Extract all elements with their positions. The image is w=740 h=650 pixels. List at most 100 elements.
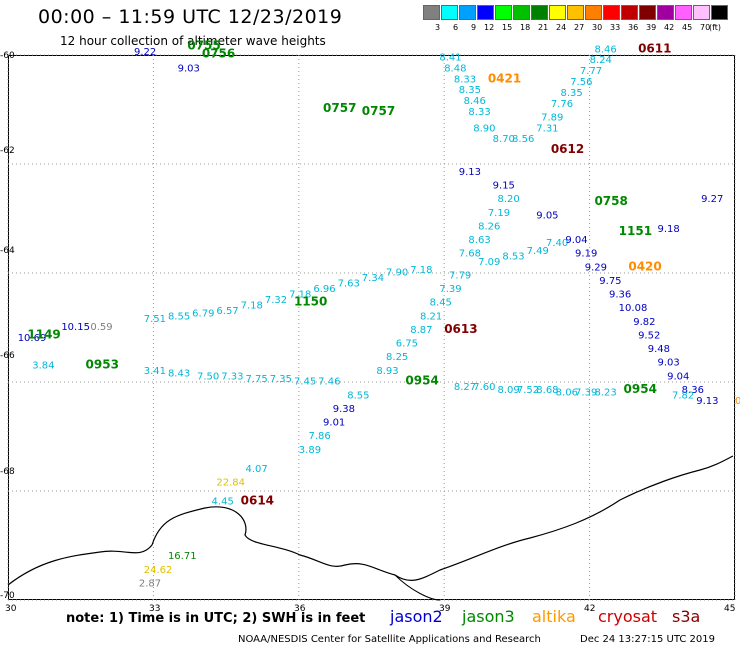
generated-timestamp: Dec 24 13:27:15 UTC 2019 <box>580 634 715 645</box>
wave-height-value: 7.35 <box>270 374 292 385</box>
legend-label: 36 <box>628 23 639 32</box>
wave-height-value: 8.27 <box>454 382 476 393</box>
lat-tick-68: -68 <box>0 467 15 477</box>
legend-label: 24 <box>556 23 567 32</box>
wave-height-value: 7.18 <box>241 300 263 311</box>
wave-height-value: 7.18 <box>289 290 311 301</box>
wave-height-value: 8.23 <box>594 388 616 399</box>
legend-swatch <box>477 5 494 20</box>
wave-height-value: 9.48 <box>648 344 670 355</box>
legend-swatch <box>603 5 620 20</box>
pass-time-label: 0758 <box>594 194 627 208</box>
wave-height-value: 7.52 <box>517 385 539 396</box>
legend-label: 70 <box>700 23 711 32</box>
wave-height-value: 7.40 <box>546 238 568 249</box>
pass-time-label: 0757 <box>323 101 356 115</box>
wave-height-value: 7.18 <box>410 265 432 276</box>
legend-label: 27 <box>574 23 585 32</box>
wave-height-value: 10.69 <box>18 333 47 344</box>
wave-height-value: 7.46 <box>318 377 340 388</box>
wave-height-value: 8.25 <box>386 352 408 363</box>
wave-height-value: 7.76 <box>551 99 573 110</box>
wave-height-value: 7.82 <box>672 390 694 401</box>
wave-height-value: 9.15 <box>493 181 515 192</box>
wave-height-value: 8.43 <box>168 369 190 380</box>
wave-height-value: 9.27 <box>701 194 723 205</box>
wave-height-value: 8.48 <box>444 63 466 74</box>
pass-time-label: 0611 <box>638 41 671 55</box>
wave-height-value: 9.01 <box>323 418 345 429</box>
lon-tick-39: 39 <box>439 604 451 614</box>
wave-height-value: 8.33 <box>468 107 490 118</box>
wave-height-value: 3.41 <box>144 366 166 377</box>
wave-height-value: 4.45 <box>212 497 234 508</box>
ice-shelf-outline <box>394 574 441 601</box>
legend-swatch <box>549 5 566 20</box>
wave-height-value: 7.51 <box>144 314 166 325</box>
wave-height-value: 8.46 <box>594 44 616 55</box>
legend-swatch <box>657 5 674 20</box>
pass-time-label: 0613 <box>444 322 477 336</box>
pass-time-label: 0755 <box>187 39 220 53</box>
wave-height-value: 24.62 <box>144 565 173 576</box>
wave-height-value: 7.90 <box>386 268 408 279</box>
wave-height-value: 7.39 <box>439 284 461 295</box>
wave-height-value: 0.59 <box>90 322 112 333</box>
lat-tick-66: -66 <box>0 351 15 361</box>
wave-height-value: 8.09 <box>498 385 520 396</box>
pass-time-label: 0953 <box>86 357 119 371</box>
wave-height-value: 8.87 <box>410 325 432 336</box>
lon-tick-45: 45 <box>724 604 736 614</box>
wave-height-value: 8.06 <box>556 388 578 399</box>
legend-label: 21 <box>538 23 549 32</box>
pass-time-label: 0954 <box>624 382 657 396</box>
wave-height-value: 7.49 <box>527 246 549 257</box>
pass-time-label: 0612 <box>551 142 584 156</box>
pass-time-label: 0757 <box>362 104 395 118</box>
legend-swatch <box>423 5 440 20</box>
legend-label: 30 <box>592 23 603 32</box>
pass-time-label: 1150 <box>294 295 327 309</box>
wave-height-value: 7.77 <box>580 66 602 77</box>
wave-height-value: 3.89 <box>299 445 321 456</box>
wave-height-value: 9.52 <box>638 330 660 341</box>
wave-height-value: 8.35 <box>561 88 583 99</box>
legend-swatch <box>585 5 602 20</box>
pass-time-label: 0420 <box>628 259 661 273</box>
satellite-altika: altika <box>532 607 576 626</box>
legend-swatch <box>711 5 728 20</box>
wave-height-value: 9.03 <box>178 63 200 74</box>
wave-height-value: 7.60 <box>473 382 495 393</box>
wave-height-value: 7.09 <box>478 257 500 268</box>
wave-height-value: 7.32 <box>265 295 287 306</box>
legend-swatch <box>513 5 530 20</box>
wave-height-value: 9.22 <box>134 47 156 58</box>
legend-label: 6 <box>453 23 459 32</box>
wave-height-value: 6.75 <box>396 339 418 350</box>
wave-height-value: 9.03 <box>657 358 679 369</box>
wave-height-value: 8.33 <box>454 74 476 85</box>
pass-time-label: 0614 <box>241 494 274 508</box>
wave-height-value: 4.07 <box>245 464 267 475</box>
lon-tick-42: 42 <box>584 604 596 614</box>
wave-height-value: 8.45 <box>430 298 452 309</box>
legend-label: 18 <box>520 23 531 32</box>
wave-height-value: 16.71 <box>168 551 197 562</box>
wave-height-value: 7.34 <box>362 273 384 284</box>
page-title: 00:00 – 11:59 UTC 12/23/2019 <box>38 6 343 28</box>
wave-height-value: 7.63 <box>338 279 360 290</box>
lat-tick-64: -64 <box>0 246 15 256</box>
wave-height-value: 9.05 <box>536 211 558 222</box>
lon-tick-33: 33 <box>149 604 161 614</box>
wave-height-value: 8.41 <box>439 52 461 63</box>
wave-height-value: 9.29 <box>585 262 607 273</box>
wave-height-value: 8.70 <box>493 134 515 145</box>
lon-tick-30: 30 <box>5 604 17 614</box>
wave-height-value: 9.82 <box>633 317 655 328</box>
legend-swatch <box>621 5 638 20</box>
wave-height-value: 9.13 <box>696 396 718 407</box>
wave-height-value: 7.68 <box>459 249 481 260</box>
wave-height-value: 8.24 <box>590 55 612 66</box>
wave-height-value: 8.53 <box>502 251 524 262</box>
